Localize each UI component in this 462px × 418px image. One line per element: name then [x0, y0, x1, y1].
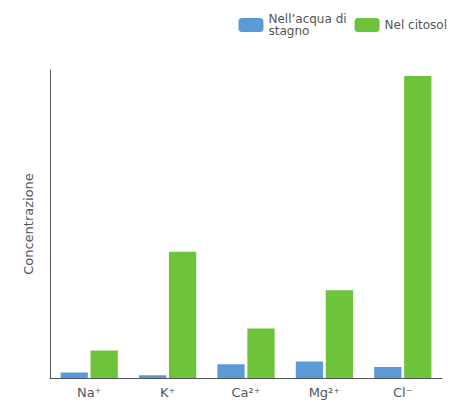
svg-text:Nell’acqua di: Nell’acqua di [268, 12, 347, 26]
svg-text:Concentrazione: Concentrazione [21, 173, 36, 275]
svg-text:K⁺: K⁺ [160, 385, 175, 400]
svg-text:stagno: stagno [268, 24, 309, 38]
svg-text:Cl⁻: Cl⁻ [393, 385, 413, 400]
svg-text:Na⁺: Na⁺ [77, 385, 102, 400]
svg-text:Nel citosol: Nel citosol [385, 18, 447, 32]
svg-text:Mg²⁺: Mg²⁺ [309, 385, 341, 400]
svg-text:Ca²⁺: Ca²⁺ [231, 385, 260, 400]
